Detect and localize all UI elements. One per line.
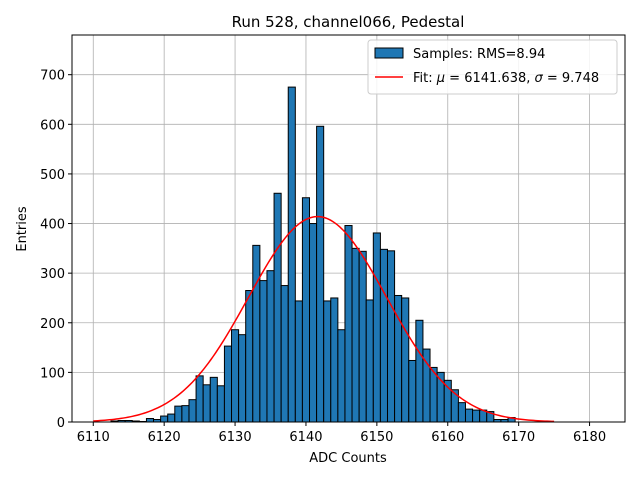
histogram-bar xyxy=(167,413,176,423)
histogram-bar xyxy=(457,402,466,423)
x-tick-label: 6170 xyxy=(502,430,535,445)
x-tick-label: 6120 xyxy=(148,430,181,445)
histogram-bar xyxy=(330,297,339,423)
legend-box xyxy=(367,39,618,95)
y-tick-label: 600 xyxy=(40,118,65,133)
histogram-bar xyxy=(294,300,303,423)
histogram-bar xyxy=(372,232,381,423)
y-axis-ticks: 0 100 200 300 400 500 600 700 xyxy=(40,69,72,431)
histogram-bar xyxy=(209,376,218,423)
histogram-bar xyxy=(252,244,261,423)
histogram-bar xyxy=(202,384,211,423)
histogram-bar xyxy=(337,329,346,423)
histogram-bar xyxy=(316,125,325,423)
y-tick-label: 300 xyxy=(40,267,65,282)
y-tick-label: 100 xyxy=(40,366,65,381)
plot-frame xyxy=(71,34,626,423)
histogram-bar xyxy=(238,334,247,423)
histogram-bar xyxy=(408,359,417,423)
histogram-bar xyxy=(358,250,367,423)
histogram-bar xyxy=(351,247,360,423)
histogram-bar xyxy=(401,297,410,423)
x-tick-label: 6150 xyxy=(360,430,393,445)
histogram-bar xyxy=(415,319,424,423)
legend-samples-swatch xyxy=(374,47,404,59)
legend-samples-label: Samples: RMS=8.94 xyxy=(413,47,545,62)
histogram-bar xyxy=(301,197,311,423)
x-tick-label: 6180 xyxy=(573,430,606,445)
histogram-bar xyxy=(309,223,318,423)
histogram-bar xyxy=(379,248,388,423)
histogram-bar xyxy=(365,299,374,423)
histogram-bars xyxy=(110,86,516,423)
histogram-bar xyxy=(174,405,183,423)
fit-curve xyxy=(93,215,555,423)
y-axis-label: Entries xyxy=(15,206,30,252)
histogram-bar xyxy=(386,250,396,423)
histogram-bar xyxy=(195,375,204,423)
histogram-bar xyxy=(231,329,240,423)
histogram-bar xyxy=(464,408,474,423)
histogram-bar xyxy=(280,285,289,423)
x-axis-ticks: 6110 6120 6130 6140 6150 6160 6170 6180 xyxy=(77,422,606,445)
x-tick-label: 6130 xyxy=(219,430,252,445)
histogram-bar xyxy=(160,415,169,423)
histogram-bar xyxy=(188,399,197,423)
grid-lines xyxy=(72,35,625,423)
x-tick-label: 6140 xyxy=(289,430,322,445)
chart-title: Run 528, channel066, Pedestal xyxy=(232,13,465,31)
histogram-bar xyxy=(223,345,233,423)
x-tick-label: 6160 xyxy=(431,430,464,445)
x-axis-label: ADC Counts xyxy=(309,451,387,466)
y-tick-label: 700 xyxy=(40,69,65,84)
histogram-bar xyxy=(344,225,353,423)
legend-fit-label: Fit: μ = 6141.638, σ = 9.748 xyxy=(413,71,599,86)
histogram-bar xyxy=(323,300,332,423)
histogram-bar xyxy=(472,409,481,423)
histogram-bar xyxy=(181,405,190,423)
y-tick-label: 200 xyxy=(40,317,65,332)
y-tick-label: 0 xyxy=(57,416,65,431)
x-tick-label: 6110 xyxy=(77,430,110,445)
legend: Samples: RMS=8.94 Fit: μ = 6141.638, σ =… xyxy=(367,39,618,95)
histogram-bar xyxy=(259,280,268,423)
histogram-bar xyxy=(266,270,275,423)
histogram-bar xyxy=(273,192,282,423)
histogram-bar xyxy=(245,290,254,423)
y-tick-label: 500 xyxy=(40,168,65,183)
histogram-bar xyxy=(216,385,225,423)
histogram-bar xyxy=(287,86,296,423)
histogram-bar xyxy=(145,418,155,423)
y-tick-label: 400 xyxy=(40,218,65,233)
